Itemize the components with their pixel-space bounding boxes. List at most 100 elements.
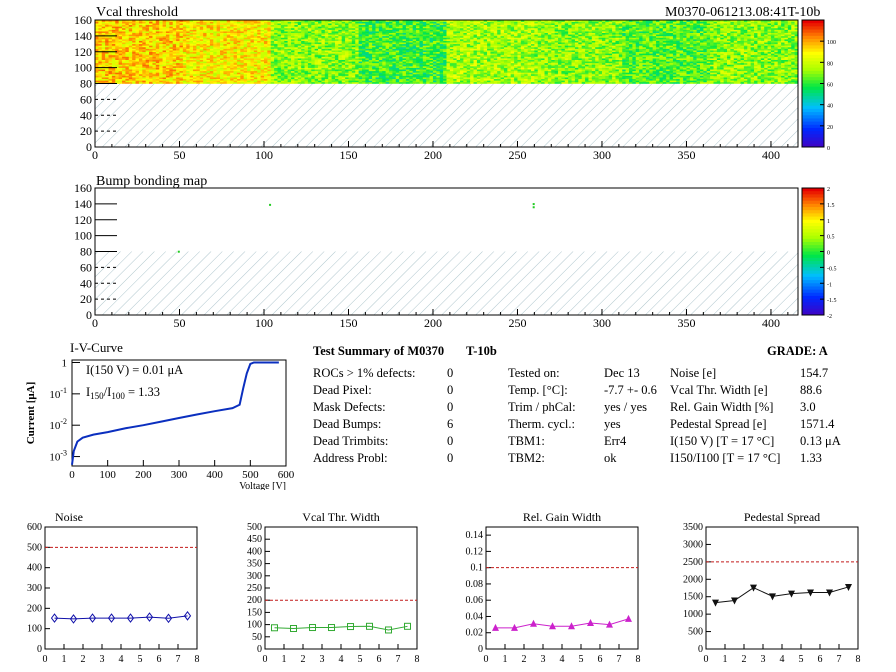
conditions-label: Therm. cycl.: xyxy=(508,417,575,431)
performance-value: 1.33 xyxy=(800,451,822,465)
data-point xyxy=(625,614,632,622)
performance-label: Noise [e] xyxy=(670,366,717,380)
plot-y-tick-label: 0 xyxy=(257,644,262,655)
plot-x-tick-label: 3 xyxy=(100,654,105,665)
plot-y-tick-label: 300 xyxy=(27,583,42,594)
plot-title: Vcal Thr. Width xyxy=(302,510,379,524)
plot-y-tick-label: 100 xyxy=(247,620,262,631)
palette-band xyxy=(802,77,824,81)
palette-tick-label: -1 xyxy=(827,282,832,288)
dead-bump-pixel xyxy=(532,203,535,206)
plot-title: Pedestal Spread xyxy=(744,510,820,524)
plot-y-tick-label: 0.04 xyxy=(466,611,484,622)
plot-y-tick-label: 500 xyxy=(688,627,703,638)
y-tick-label: 60 xyxy=(80,92,92,106)
y-tick-label: 140 xyxy=(74,29,92,43)
palette-tick-label: -1.5 xyxy=(827,298,837,304)
palette-band xyxy=(802,261,824,265)
plot-x-tick-label: 0 xyxy=(484,654,489,665)
data-point xyxy=(587,618,594,626)
plot-y-tick-label: 350 xyxy=(247,559,262,570)
palette-band xyxy=(802,273,824,278)
plot-y-tick-label: 1500 xyxy=(683,592,703,603)
palette-tick-label: 0 xyxy=(827,251,830,257)
plot-x-tick-label: 2 xyxy=(81,654,86,665)
data-point xyxy=(145,612,154,622)
iv-x-tick-label: 300 xyxy=(171,469,188,481)
palette-band xyxy=(802,280,824,284)
x-tick-label: 300 xyxy=(593,316,611,330)
plot-x-tick-label: 3 xyxy=(320,654,325,665)
x-tick-label: 0 xyxy=(92,316,98,330)
x-tick-label: 300 xyxy=(593,148,611,162)
palette-band xyxy=(802,289,824,294)
defect-value: 0 xyxy=(447,434,454,448)
palette-band xyxy=(802,200,824,205)
plot-y-tick-label: 0.1 xyxy=(471,563,484,574)
palette-band xyxy=(802,276,824,281)
data-point xyxy=(826,589,833,597)
defect-value: 0 xyxy=(447,383,454,397)
y-tick-label: 120 xyxy=(74,213,92,227)
conditions-label: Tested on: xyxy=(508,366,560,380)
iv-x-tick-label: 100 xyxy=(99,469,116,481)
y-tick-label: 120 xyxy=(74,45,92,59)
palette-band xyxy=(802,35,824,40)
iv-x-tick-label: 600 xyxy=(278,469,295,481)
palette-band xyxy=(802,232,824,237)
plot-x-tick-label: 7 xyxy=(396,654,401,665)
plot-y-tick-label: 0.12 xyxy=(466,546,484,557)
conditions-label: TBM2: xyxy=(508,451,545,465)
dead-bump-pixel xyxy=(177,250,180,253)
y-tick-label: 60 xyxy=(80,260,92,274)
plot-y-tick-label: 3500 xyxy=(683,522,703,533)
palette-band xyxy=(802,203,824,208)
palette-band xyxy=(802,96,824,100)
palette-band xyxy=(802,83,824,88)
palette-tick-label: -2 xyxy=(827,314,832,320)
data-point xyxy=(183,611,192,621)
data-point xyxy=(549,622,556,630)
plot-x-tick-label: 1 xyxy=(503,654,508,665)
iv-x-tick-label: 500 xyxy=(242,469,259,481)
palette-band xyxy=(802,73,824,78)
conditions-label: Trim / phCal: xyxy=(508,400,576,414)
palette-band xyxy=(802,67,824,72)
y-tick-label: 160 xyxy=(74,13,92,27)
iv-title: I-V-Curve xyxy=(70,340,123,355)
palette-band xyxy=(802,302,824,306)
plot-y-tick-label: 0.02 xyxy=(466,628,484,639)
plot-x-tick-label: 3 xyxy=(761,654,766,665)
palette-band xyxy=(802,283,824,287)
summary-plot: Pedestal Spread 0 1 2 3 4 5 6 7 8 0 500 1000 1500 2000… xyxy=(683,510,861,665)
iv-curve xyxy=(71,361,279,465)
plot-frame xyxy=(705,526,859,650)
performance-value: 154.7 xyxy=(800,366,829,380)
performance-label: I(150 V) [T = 17 °C] xyxy=(670,434,775,448)
iv-ylabel: Current [μA] xyxy=(25,382,37,445)
palette-band xyxy=(802,20,824,24)
data-point xyxy=(750,584,757,592)
y-tick-label: 80 xyxy=(80,245,92,259)
palette-band xyxy=(802,115,824,119)
performance-label: Vcal Thr. Width [e] xyxy=(670,383,768,397)
summary-plot: Noise 0 1 2 3 4 5 6 7 8 0 100 200 300 400 500 600 xyxy=(27,510,200,665)
palette-band xyxy=(802,29,824,34)
data-point xyxy=(511,623,518,631)
palette-tick-label: 0 xyxy=(827,146,830,152)
x-tick-label: 400 xyxy=(762,148,780,162)
plot-y-tick-label: 1000 xyxy=(683,609,703,620)
palette-band xyxy=(802,219,824,224)
y-tick-label: 100 xyxy=(74,61,92,75)
palette-band xyxy=(802,39,824,43)
plot-x-tick-label: 5 xyxy=(138,654,143,665)
plot-y-tick-label: 100 xyxy=(27,624,42,635)
data-point xyxy=(347,623,354,631)
plot-y-tick-label: 0.14 xyxy=(466,530,484,541)
plot-title: Rel. Gain Width xyxy=(523,510,601,524)
data-point xyxy=(807,589,814,597)
palette-band xyxy=(802,140,824,145)
defect-value: 0 xyxy=(447,366,454,380)
